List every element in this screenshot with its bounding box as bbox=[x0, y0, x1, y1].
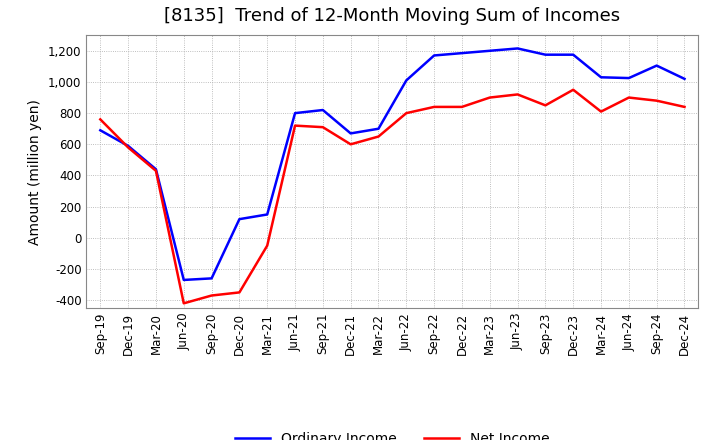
Ordinary Income bbox=[374, 126, 383, 132]
Net Income bbox=[291, 123, 300, 128]
Ordinary Income bbox=[652, 63, 661, 68]
Net Income bbox=[513, 92, 522, 97]
Net Income bbox=[458, 104, 467, 110]
Net Income bbox=[402, 110, 410, 116]
Ordinary Income bbox=[179, 277, 188, 282]
Ordinary Income bbox=[263, 212, 271, 217]
Ordinary Income bbox=[291, 110, 300, 116]
Ordinary Income bbox=[541, 52, 550, 57]
Net Income bbox=[569, 87, 577, 92]
Net Income bbox=[96, 117, 104, 122]
Ordinary Income bbox=[346, 131, 355, 136]
Net Income bbox=[430, 104, 438, 110]
Net Income bbox=[235, 290, 243, 295]
Ordinary Income bbox=[430, 53, 438, 58]
Ordinary Income bbox=[235, 216, 243, 222]
Ordinary Income bbox=[402, 78, 410, 83]
Net Income bbox=[263, 243, 271, 248]
Ordinary Income bbox=[624, 75, 633, 81]
Y-axis label: Amount (million yen): Amount (million yen) bbox=[29, 99, 42, 245]
Ordinary Income bbox=[207, 276, 216, 281]
Net Income bbox=[541, 103, 550, 108]
Legend: Ordinary Income, Net Income: Ordinary Income, Net Income bbox=[230, 426, 555, 440]
Net Income bbox=[152, 168, 161, 173]
Net Income bbox=[624, 95, 633, 100]
Net Income bbox=[346, 142, 355, 147]
Net Income bbox=[485, 95, 494, 100]
Net Income bbox=[124, 145, 132, 150]
Ordinary Income bbox=[597, 75, 606, 80]
Net Income bbox=[179, 301, 188, 306]
Title: [8135]  Trend of 12-Month Moving Sum of Incomes: [8135] Trend of 12-Month Moving Sum of I… bbox=[164, 7, 621, 26]
Ordinary Income bbox=[513, 46, 522, 51]
Net Income bbox=[374, 134, 383, 139]
Ordinary Income bbox=[569, 52, 577, 57]
Net Income bbox=[318, 125, 327, 130]
Ordinary Income bbox=[96, 128, 104, 133]
Ordinary Income bbox=[152, 167, 161, 172]
Net Income bbox=[652, 98, 661, 103]
Ordinary Income bbox=[485, 48, 494, 53]
Net Income bbox=[680, 104, 689, 110]
Line: Net Income: Net Income bbox=[100, 90, 685, 303]
Net Income bbox=[207, 293, 216, 298]
Ordinary Income bbox=[458, 51, 467, 56]
Net Income bbox=[597, 109, 606, 114]
Ordinary Income bbox=[124, 143, 132, 149]
Line: Ordinary Income: Ordinary Income bbox=[100, 48, 685, 280]
Ordinary Income bbox=[680, 76, 689, 81]
Ordinary Income bbox=[318, 107, 327, 113]
